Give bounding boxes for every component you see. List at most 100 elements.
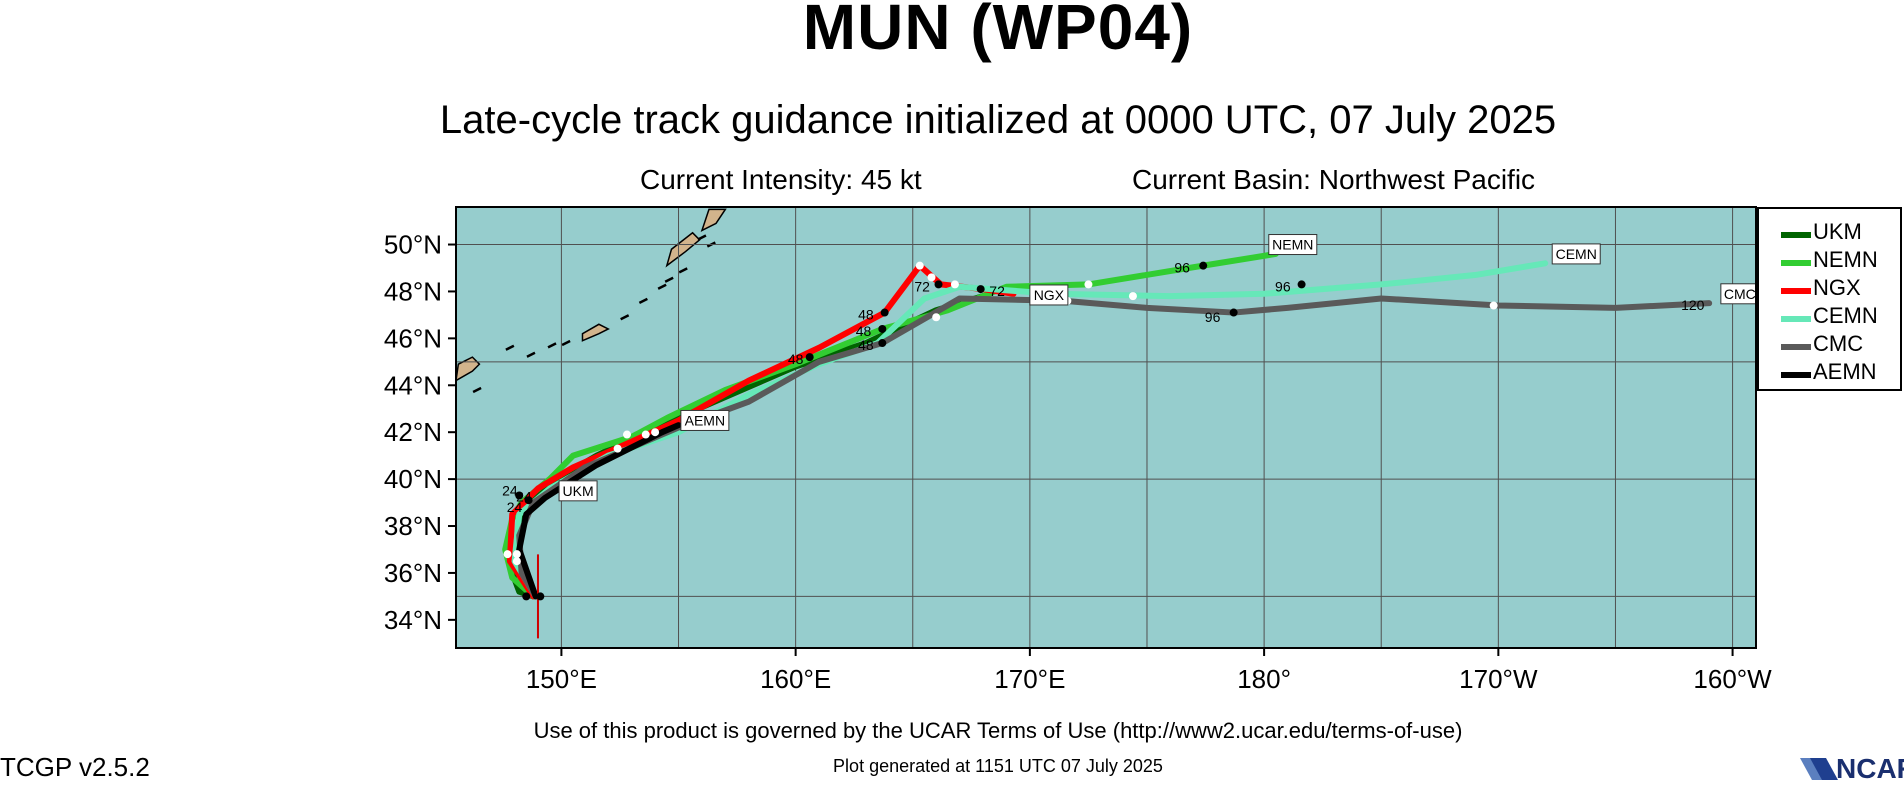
- y-tick-label: 42°N: [384, 417, 442, 447]
- track-end-label-cmc: CMC: [1724, 286, 1756, 302]
- forecast-hour-label: 72: [989, 283, 1005, 299]
- track-end-label-aemn: AEMN: [685, 412, 725, 428]
- land-polygon-0: [455, 356, 481, 382]
- forecast-point-black: [515, 491, 524, 500]
- forecast-hour-label: 96: [1205, 309, 1221, 325]
- forecast-hour-label: 96: [1275, 278, 1291, 294]
- forecast-point-black: [878, 324, 887, 333]
- axes-layer: 34°N 36°N 38°N 40°N 42°N 44°N 46°N 48°N 50°N 150°…: [384, 206, 1772, 694]
- forecast-point-black: [878, 339, 887, 348]
- forecast-hour-label: 24: [507, 499, 523, 515]
- y-tick-label: 36°N: [384, 558, 442, 588]
- legend-swatch: [1781, 260, 1811, 266]
- forecast-point-white: [512, 550, 521, 559]
- forecast-point-white: [641, 430, 650, 439]
- legend-item-aemn: AEMN: [1759, 359, 1902, 387]
- legend-swatch: [1781, 372, 1811, 378]
- forecast-point-white: [927, 273, 936, 282]
- forecast-point-white: [622, 430, 631, 439]
- forecast-point-white: [613, 444, 622, 453]
- current-basin: Current Basin: Northwest Pacific: [1132, 164, 1536, 195]
- track-end-label-ukm: UKM: [563, 483, 594, 499]
- chart-subtitle: Late-cycle track guidance initialized at…: [439, 98, 1557, 142]
- version-label: TCGP v2.5.2: [0, 752, 150, 782]
- islet-4: [620, 314, 630, 321]
- legend-label: AEMN: [1813, 359, 1877, 384]
- forecast-hour-label: 24: [516, 488, 532, 504]
- track-end-box-nemn: [1268, 234, 1318, 256]
- forecast-point-black: [1199, 261, 1208, 270]
- track-aemn: [516, 422, 682, 600]
- islet-2: [547, 342, 557, 349]
- islet-6: [657, 283, 667, 290]
- forecast-hour-label: 48: [788, 351, 804, 367]
- forecast-point-black: [536, 592, 545, 601]
- forecast-point-black: [524, 496, 533, 505]
- legend-label: CMC: [1813, 331, 1864, 356]
- islet-10: [697, 234, 707, 241]
- legend-swatch: [1781, 288, 1811, 294]
- islet-7: [664, 276, 674, 283]
- track-end-label-nemn: NEMN: [1272, 237, 1313, 253]
- forecast-point-black: [1229, 308, 1238, 317]
- forecast-point-white: [1128, 292, 1137, 301]
- legend-swatch: [1781, 344, 1811, 350]
- forecast-point-black: [880, 308, 889, 317]
- track-end-box-ngx: [1029, 284, 1069, 306]
- legend-item-ukm: UKM: [1759, 219, 1902, 247]
- forecast-point-black: [522, 592, 531, 601]
- forecast-point-black: [805, 353, 814, 362]
- forecast-hour-label: 48: [858, 307, 874, 323]
- forecast-hour-label: 48: [856, 323, 872, 339]
- forecast-point-black: [1297, 280, 1306, 289]
- land-polygon-1: [581, 323, 610, 342]
- legend-swatch: [1781, 232, 1811, 238]
- forecast-point-white: [1489, 301, 1498, 310]
- forecast-point-white: [512, 557, 521, 566]
- markers-layer: [503, 261, 1498, 639]
- legend-label: UKM: [1813, 219, 1862, 244]
- forecast-point-black: [976, 285, 985, 294]
- ncar-logo: NCAR: [1800, 750, 1904, 784]
- forecast-hour-label: 48: [858, 337, 874, 353]
- x-tick-label: 170°W: [1459, 664, 1538, 694]
- forecast-point-white: [932, 313, 941, 322]
- islet-1: [526, 351, 536, 358]
- terms-notice: Use of this product is governed by the U…: [533, 718, 1463, 743]
- legend-label: CEMN: [1813, 303, 1878, 328]
- track-end-label-cemn: CEMN: [1556, 246, 1597, 262]
- land-polygon-3: [700, 208, 727, 232]
- land-layer: [455, 208, 727, 394]
- y-tick-label: 38°N: [384, 511, 442, 541]
- y-tick-label: 46°N: [384, 323, 442, 353]
- land-polygon-2: [665, 231, 701, 268]
- y-tick-label: 48°N: [384, 276, 442, 306]
- track-end-label-ngx: NGX: [1034, 287, 1065, 303]
- chart-title: MUN (WP04): [802, 0, 1194, 63]
- islet-8: [678, 267, 688, 274]
- track-end-box-aemn: [680, 409, 730, 431]
- plot-border: [455, 206, 1757, 649]
- forecast-hour-label: 120: [1681, 297, 1705, 313]
- x-tick-label: 150°E: [526, 664, 597, 694]
- grid-layer: [456, 207, 1756, 648]
- forecast-point-white: [1084, 280, 1093, 289]
- forecast-hour-label: 24: [502, 483, 518, 499]
- y-tick-label: 40°N: [384, 464, 442, 494]
- forecast-hour-label: 96: [1174, 260, 1190, 276]
- y-tick-label: 34°N: [384, 605, 442, 635]
- islet-5: [638, 297, 648, 304]
- y-tick-label: 50°N: [384, 230, 442, 260]
- x-tick-label: 160°W: [1693, 664, 1772, 694]
- forecast-point-white: [950, 280, 959, 289]
- forecast-point-white: [503, 550, 512, 559]
- legend-item-cmc: CMC: [1759, 331, 1902, 359]
- legend-item-cemn: CEMN: [1759, 303, 1902, 331]
- forecast-point-black: [934, 280, 943, 289]
- current-intensity: Current Intensity: 45 kt: [640, 164, 922, 195]
- forecast-point-white: [915, 261, 924, 270]
- islet-11: [472, 386, 482, 394]
- legend-item-nemn: NEMN: [1759, 247, 1902, 275]
- legend-swatch: [1781, 316, 1811, 322]
